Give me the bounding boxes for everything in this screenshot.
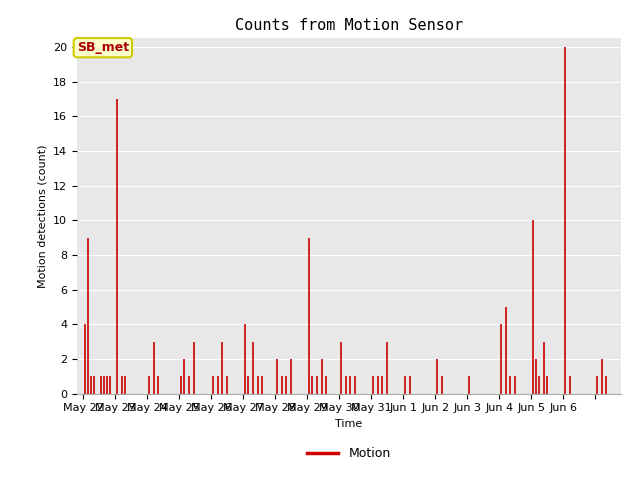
Y-axis label: Motion detections (count): Motion detections (count) (37, 144, 47, 288)
Text: SB_met: SB_met (77, 41, 129, 54)
Legend: Motion: Motion (302, 443, 396, 466)
X-axis label: Time: Time (335, 419, 362, 429)
Title: Counts from Motion Sensor: Counts from Motion Sensor (235, 18, 463, 33)
